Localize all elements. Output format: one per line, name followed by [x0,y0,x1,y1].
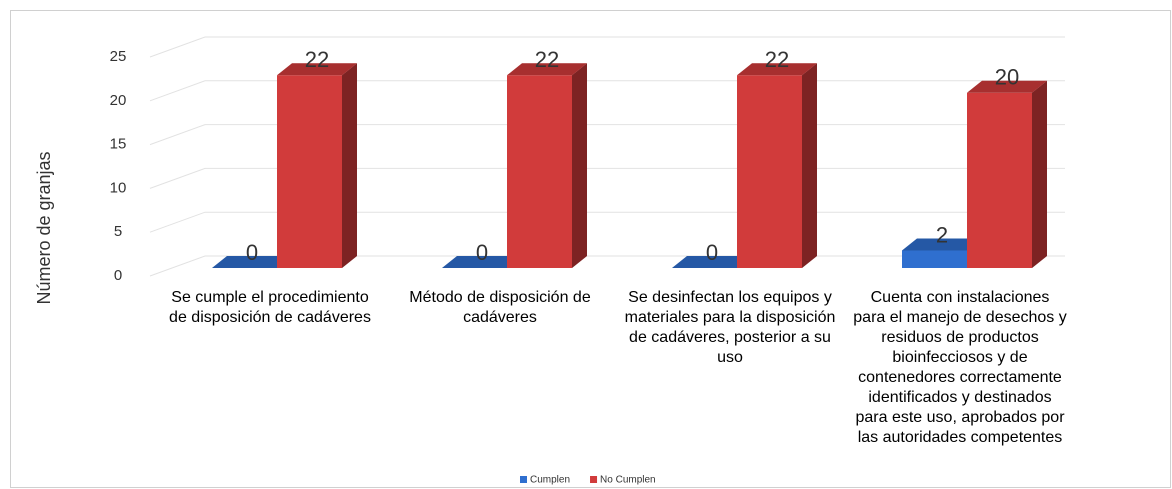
bar [277,75,342,268]
bar-top [277,63,357,76]
bar-top-shade [442,256,522,268]
legend-swatch [590,476,598,483]
bar-top [507,63,587,76]
bar-group [277,63,357,268]
bar-group [737,63,817,268]
bar-top [672,256,752,268]
y-tick-label: 0 [114,267,122,284]
grid-line [149,36,1065,58]
bar-top-shade [212,256,292,268]
legend-swatch [520,476,527,483]
y-tick-label: 15 [110,136,127,153]
bar-top-shade [277,63,357,76]
legend-label: No Cumplen [600,475,656,486]
data-label: 22 [305,47,329,72]
legend-label: Cumplen [530,475,570,486]
bar-top [737,63,817,76]
x-tick-label: Se desinfectan los equipos y materiales … [624,289,836,366]
x-tick-label: Método de disposición de cadáveres [409,289,591,326]
y-tick-label: 10 [110,179,127,196]
bar [902,250,967,268]
bar-group [442,256,522,268]
bar-group [212,256,292,268]
x-tick-label: Se cumple el procedimiento de disposició… [169,289,371,326]
bar-top-shade [737,63,817,76]
bar-top [442,256,522,268]
bar-top [967,80,1047,93]
bar-side [802,63,817,268]
data-label: 0 [706,240,718,265]
data-label: 2 [936,222,948,247]
bar [967,92,1032,268]
y-tick-label: 25 [110,48,127,65]
chart-frame [10,10,1171,488]
bar-top-shade [672,256,752,268]
bar [737,75,802,268]
bar-top [902,238,982,251]
bar-side [572,63,587,268]
data-label: 0 [246,240,258,265]
bar-top [212,256,292,268]
bar-side [342,63,357,268]
bar-top-shade [967,80,1047,93]
y-tick-label: 20 [110,92,127,109]
bar-group [967,80,1047,268]
bar [507,75,572,268]
y-tick-label: 5 [114,223,122,240]
bar-side-shade [1032,80,1047,268]
y-axis-title: Número de granjas [34,151,54,304]
data-label: 0 [476,240,488,265]
bar-side-shade [342,63,357,268]
bar-group [672,256,752,268]
bar-top-shade [902,238,982,251]
bar-side-shade [802,63,817,268]
bar-group [507,63,587,268]
data-label: 22 [535,47,559,72]
x-tick-label: Cuenta con instalaciones para el manejo … [853,289,1067,446]
bar-side [1032,80,1047,268]
bar-side-shade [572,63,587,268]
data-label: 20 [995,65,1019,90]
data-label: 22 [765,47,789,72]
bar-top-shade [507,63,587,76]
